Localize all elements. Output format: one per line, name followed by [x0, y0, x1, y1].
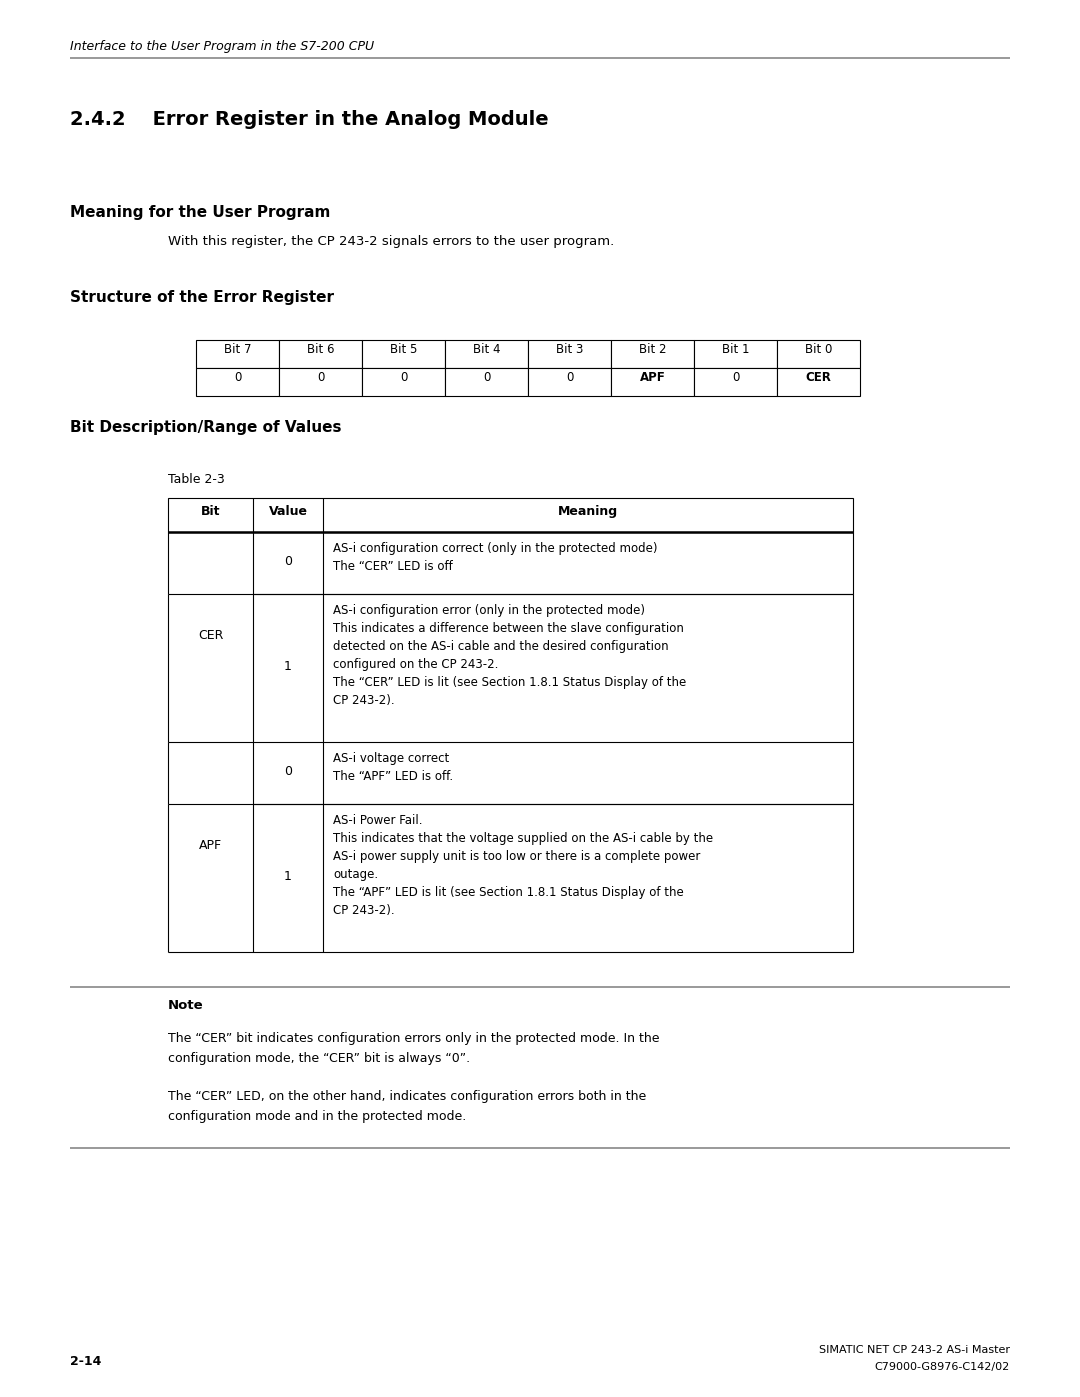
Text: Bit: Bit — [201, 504, 220, 518]
Text: Bit 6: Bit 6 — [307, 344, 334, 356]
Text: The “CER” LED is lit (see Section 1.8.1 Status Display of the: The “CER” LED is lit (see Section 1.8.1 … — [333, 676, 686, 689]
Text: Bit 5: Bit 5 — [390, 344, 417, 356]
Text: 0: 0 — [233, 372, 241, 384]
Text: 0: 0 — [566, 372, 573, 384]
Bar — [362, 339, 445, 367]
Text: 1: 1 — [284, 659, 292, 673]
Text: detected on the AS-i cable and the desired configuration: detected on the AS-i cable and the desir… — [333, 640, 669, 652]
Bar — [611, 367, 694, 395]
Bar — [528, 339, 611, 367]
Text: 0: 0 — [284, 766, 292, 778]
Text: CP 243-2).: CP 243-2). — [333, 904, 394, 916]
Text: The “CER” bit indicates configuration errors only in the protected mode. In the: The “CER” bit indicates configuration er… — [168, 1032, 660, 1045]
Text: CER: CER — [806, 372, 832, 384]
Bar — [777, 367, 860, 395]
Bar — [694, 339, 777, 367]
Text: AS-i configuration correct (only in the protected mode): AS-i configuration correct (only in the … — [333, 542, 658, 555]
Text: Bit 3: Bit 3 — [556, 344, 583, 356]
Text: AS-i configuration error (only in the protected mode): AS-i configuration error (only in the pr… — [333, 604, 645, 617]
Text: This indicates that the voltage supplied on the AS-i cable by the: This indicates that the voltage supplied… — [333, 833, 713, 845]
Text: AS-i power supply unit is too low or there is a complete power: AS-i power supply unit is too low or the… — [333, 849, 700, 863]
Text: With this register, the CP 243-2 signals errors to the user program.: With this register, the CP 243-2 signals… — [168, 235, 615, 249]
Text: 2-14: 2-14 — [70, 1355, 102, 1368]
Text: Structure of the Error Register: Structure of the Error Register — [70, 291, 334, 305]
Text: CER: CER — [198, 629, 224, 643]
Text: AS-i voltage correct: AS-i voltage correct — [333, 752, 449, 766]
Bar — [694, 367, 777, 395]
Text: The “CER” LED, on the other hand, indicates configuration errors both in the: The “CER” LED, on the other hand, indica… — [168, 1090, 646, 1104]
Text: APF: APF — [639, 372, 665, 384]
Text: Interface to the User Program in the S7-200 CPU: Interface to the User Program in the S7-… — [70, 41, 374, 53]
Bar — [611, 339, 694, 367]
Text: Bit 0: Bit 0 — [805, 344, 833, 356]
Bar — [528, 367, 611, 395]
Text: AS-i Power Fail.: AS-i Power Fail. — [333, 814, 422, 827]
Text: APF: APF — [199, 840, 222, 852]
Text: 0: 0 — [732, 372, 739, 384]
Text: SIMATIC NET CP 243-2 AS-i Master: SIMATIC NET CP 243-2 AS-i Master — [819, 1345, 1010, 1355]
Text: Bit 2: Bit 2 — [638, 344, 666, 356]
Text: Meaning for the User Program: Meaning for the User Program — [70, 205, 330, 219]
Text: configuration mode, the “CER” bit is always “0”.: configuration mode, the “CER” bit is alw… — [168, 1052, 470, 1065]
Text: 0: 0 — [284, 555, 292, 569]
Bar — [445, 367, 528, 395]
Text: Bit Description/Range of Values: Bit Description/Range of Values — [70, 420, 341, 434]
Text: Table 2-3: Table 2-3 — [168, 474, 225, 486]
Bar — [195, 339, 279, 367]
Text: Note: Note — [168, 999, 204, 1011]
Bar — [168, 497, 853, 532]
Text: Bit 1: Bit 1 — [721, 344, 750, 356]
Text: Bit 4: Bit 4 — [473, 344, 500, 356]
Bar — [279, 339, 362, 367]
Bar — [777, 339, 860, 367]
Text: The “CER” LED is off: The “CER” LED is off — [333, 560, 453, 573]
Text: 0: 0 — [316, 372, 324, 384]
Text: configured on the CP 243-2.: configured on the CP 243-2. — [333, 658, 498, 671]
Text: Bit 7: Bit 7 — [224, 344, 252, 356]
Text: C79000-G8976-C142/02: C79000-G8976-C142/02 — [875, 1362, 1010, 1372]
Text: 0: 0 — [400, 372, 407, 384]
Text: 2.4.2    Error Register in the Analog Module: 2.4.2 Error Register in the Analog Modul… — [70, 110, 549, 129]
Text: The “APF” LED is off.: The “APF” LED is off. — [333, 770, 454, 782]
Bar — [362, 367, 445, 395]
Text: CP 243-2).: CP 243-2). — [333, 694, 394, 707]
Text: This indicates a difference between the slave configuration: This indicates a difference between the … — [333, 622, 684, 636]
Text: configuration mode and in the protected mode.: configuration mode and in the protected … — [168, 1111, 467, 1123]
Text: 1: 1 — [284, 870, 292, 883]
Text: The “APF” LED is lit (see Section 1.8.1 Status Display of the: The “APF” LED is lit (see Section 1.8.1 … — [333, 886, 684, 900]
Text: Meaning: Meaning — [558, 504, 618, 518]
Bar — [279, 367, 362, 395]
Text: Value: Value — [269, 504, 308, 518]
Text: outage.: outage. — [333, 868, 378, 882]
Bar — [195, 367, 279, 395]
Text: 0: 0 — [483, 372, 490, 384]
Bar — [445, 339, 528, 367]
